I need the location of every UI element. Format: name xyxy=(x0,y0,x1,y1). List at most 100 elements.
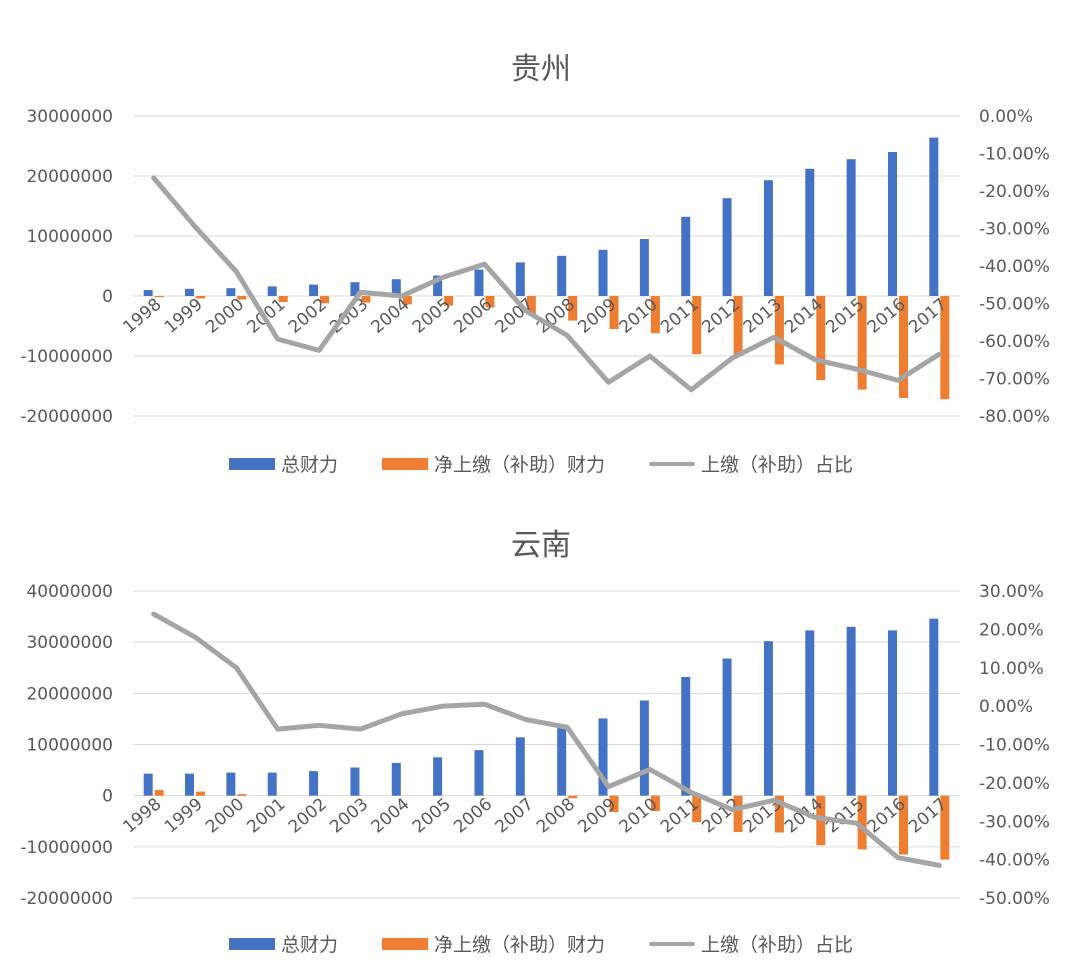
ratio-point xyxy=(482,262,486,266)
y-tick-label: -20000000 xyxy=(20,407,113,427)
x-tick-label: 2000 xyxy=(202,295,248,338)
y-tick-label: 10000000 xyxy=(26,736,113,756)
ratio-point xyxy=(813,358,817,362)
chart-plot: 40000000 30000000 20000000 10000000 0 -100000… xyxy=(20,582,1050,909)
y2-tick-label: -30.00% xyxy=(979,220,1050,240)
bar-total xyxy=(391,762,401,796)
bar-total xyxy=(639,700,649,796)
bar-net xyxy=(278,296,288,302)
ratio-point xyxy=(855,367,859,371)
x-tick-label: 1998 xyxy=(119,295,165,338)
chart-title: 贵州 xyxy=(511,52,571,87)
ratio-point xyxy=(565,333,569,337)
bar-net xyxy=(361,296,371,303)
ratio-point xyxy=(731,808,735,812)
ratio-point xyxy=(400,712,404,716)
ratio-point xyxy=(400,294,404,298)
bar-net xyxy=(154,296,164,298)
y2-tick-label: 30.00% xyxy=(979,582,1044,602)
ratio-point xyxy=(937,863,941,867)
bar-net xyxy=(650,795,660,812)
bar-net xyxy=(485,296,495,308)
x-tick-label: 2000 xyxy=(202,794,248,837)
bar-total xyxy=(598,718,608,796)
ratio-point xyxy=(276,727,280,731)
bar-net xyxy=(692,296,702,355)
bar-total xyxy=(433,275,443,296)
ratio-point xyxy=(772,798,776,802)
bar-total xyxy=(598,249,608,296)
bar-total xyxy=(929,618,939,796)
y2-tick-label: -50.00% xyxy=(979,889,1050,909)
bar-total xyxy=(557,726,567,796)
ratio-point xyxy=(152,612,156,616)
bar-total xyxy=(267,772,277,796)
ratio-point xyxy=(358,290,362,294)
y2-tick-label: 20.00% xyxy=(979,620,1044,640)
legend-label: 净上缴（补助）财力 xyxy=(433,454,605,476)
bar-net xyxy=(692,795,702,823)
ratio-point xyxy=(152,176,156,180)
bar-total xyxy=(226,288,236,296)
bar-total xyxy=(846,159,856,296)
legend-label: 上缴（补助）占比 xyxy=(701,934,854,956)
x-tick-label: 2002 xyxy=(285,794,331,837)
bar-net xyxy=(609,296,619,329)
bar-net xyxy=(568,296,578,321)
bar-total xyxy=(805,630,815,796)
y-tick-label: 10000000 xyxy=(26,227,113,247)
y2-tick-label: -20.00% xyxy=(979,182,1050,202)
legend-item-total: 总财力 xyxy=(228,930,338,957)
legend-swatch-total xyxy=(228,457,275,470)
ratio-point xyxy=(317,348,321,352)
bar-net xyxy=(402,296,412,305)
legend-swatch-ratio xyxy=(649,461,695,466)
x-tick-label: 2008 xyxy=(533,794,579,837)
bar-net xyxy=(940,296,950,400)
legend: 总财力 净上缴（补助）财力 上缴（补助）占比 xyxy=(0,930,1082,957)
y2-tick-label: -70.00% xyxy=(979,370,1050,390)
legend-swatch-total xyxy=(228,937,275,950)
bar-total xyxy=(722,198,732,296)
bar-net xyxy=(816,296,826,380)
bar-total xyxy=(350,282,360,296)
bar-net xyxy=(898,296,908,398)
x-tick-label: 1999 xyxy=(161,295,207,338)
chart-plot: 30000000 20000000 10000000 0 -10000000 -20000… xyxy=(20,107,1050,427)
x-tick-label: 2001 xyxy=(244,794,290,837)
bar-net xyxy=(857,296,867,390)
legend-item-net: 净上缴（补助）财力 xyxy=(381,450,605,477)
ratio-point xyxy=(607,380,611,384)
bar-net xyxy=(196,296,206,299)
bar-total xyxy=(763,641,773,796)
bar-total xyxy=(515,737,525,796)
y2-tick-label: -50.00% xyxy=(979,295,1050,315)
bar-total xyxy=(681,676,691,796)
bar-total xyxy=(763,180,773,296)
y2-tick-label: -30.00% xyxy=(979,812,1050,832)
bar-net xyxy=(237,794,247,796)
bar-total xyxy=(474,750,484,796)
bar-total xyxy=(846,626,856,796)
legend-label: 总财力 xyxy=(280,934,338,956)
bar-total xyxy=(226,772,236,796)
bar-net xyxy=(526,296,536,314)
bar-net xyxy=(898,795,908,855)
ratio-point xyxy=(772,335,776,339)
bar-total xyxy=(887,152,897,296)
ratio-point xyxy=(731,356,735,360)
bar-total xyxy=(639,239,649,296)
x-tick-label: 2004 xyxy=(368,794,414,837)
bar-total xyxy=(722,658,732,796)
y2-tick-label: -40.00% xyxy=(979,257,1050,277)
bar-net xyxy=(237,296,247,300)
ratio-point xyxy=(813,815,817,819)
ratio-point xyxy=(193,225,197,229)
legend-item-net: 净上缴（补助）财力 xyxy=(381,930,605,957)
bar-total xyxy=(681,216,691,296)
ratio-point xyxy=(896,378,900,382)
legend: 总财力 净上缴（补助）财力 上缴（补助）占比 xyxy=(0,450,1082,477)
legend-label: 上缴（补助）占比 xyxy=(701,454,854,476)
y-tick-label: 30000000 xyxy=(26,633,113,653)
ratio-point xyxy=(482,702,486,706)
